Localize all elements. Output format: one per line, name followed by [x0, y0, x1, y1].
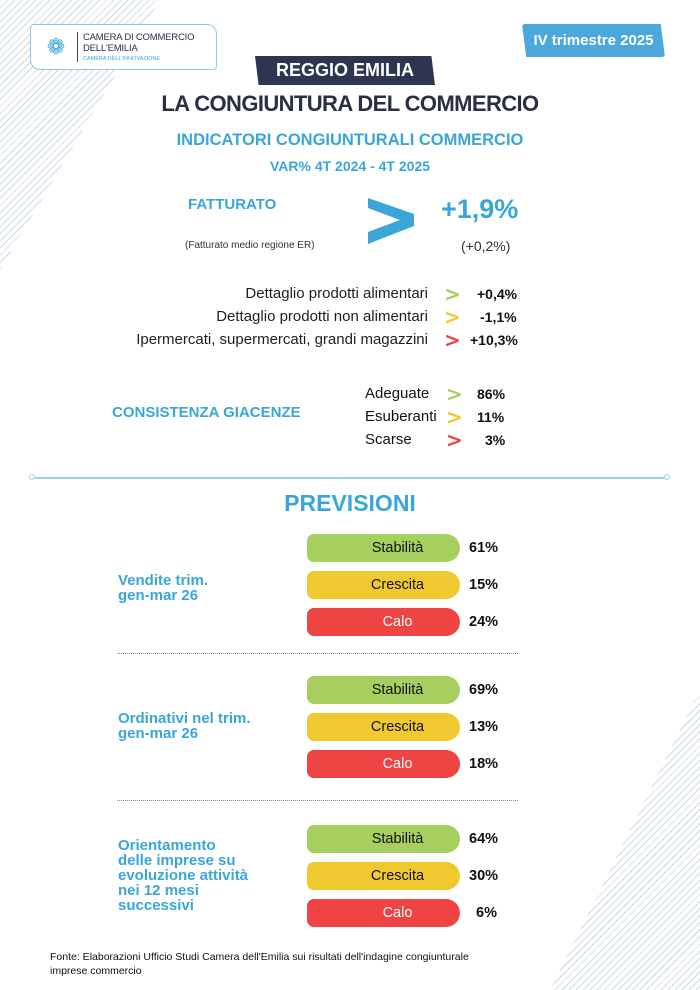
label-line: Orientamento: [118, 837, 216, 854]
bar-value: 69%: [469, 682, 499, 698]
previsioni-title: PREVISIONI: [284, 490, 416, 516]
bar-stabilita: Stabilità: [307, 825, 460, 853]
label-line: Vendite trim.: [118, 572, 209, 589]
bar-calo: Calo: [307, 899, 460, 927]
label-line: nei 12 mesi: [118, 882, 199, 899]
fatturato-label: FATTURATO: [188, 196, 277, 213]
bar-label: Calo: [382, 614, 413, 630]
fatturato-region-value: (+0,2%): [461, 238, 511, 254]
sector-value: +10,3%: [470, 332, 518, 348]
label-line: delle imprese su: [118, 852, 236, 869]
bar-label: Stabilità: [371, 540, 424, 556]
chevron-right-icon: >: [444, 328, 461, 352]
logo-divider: [77, 32, 78, 62]
sector-label: Dettaglio prodotti alimentari: [245, 285, 428, 302]
giacenze-label: CONSISTENZA GIACENZE: [112, 404, 301, 421]
logo-line1: CAMERA DI COMMERCIO: [83, 32, 195, 43]
bar-stabilita: Stabilità: [307, 534, 460, 562]
divider-end-dot: [29, 474, 35, 480]
bar-calo: Calo: [307, 750, 460, 778]
region-banner: REGGIO EMILIA: [255, 56, 435, 85]
label-line: gen-mar 26: [118, 587, 199, 604]
bar-value: 30%: [469, 868, 499, 884]
label-line: Ordinativi nel trim.: [118, 710, 251, 727]
label-line: evoluzione attività: [118, 867, 249, 884]
subtitle: INDICATORI CONGIUNTURALI COMMERCIO: [176, 131, 524, 149]
forecast-group-label: Orientamento delle imprese su evoluzione…: [118, 838, 248, 913]
group-divider: [117, 800, 518, 801]
bar-value: 24%: [469, 614, 499, 630]
sector-label: Ipermercati, supermercati, grandi magazz…: [136, 331, 428, 348]
bar-label: Crescita: [370, 719, 425, 735]
camera-logo-icon: ❁: [46, 34, 66, 59]
bar-value: 15%: [469, 577, 499, 593]
giacenze-item-value: 3%: [485, 432, 506, 448]
giacenze-item-label: Scarse: [365, 431, 412, 448]
section-divider: [32, 477, 668, 479]
decorative-hatch-bottom-right: [550, 690, 700, 990]
chevron-right-icon: >: [446, 428, 463, 452]
forecast-group-label: Vendite trim. gen-mar 26: [118, 573, 208, 603]
logo-line2: DELL'EMILIA: [83, 43, 138, 54]
bar-label: Calo: [382, 905, 413, 921]
variation-period: VAR% 4T 2024 - 4T 2025: [269, 158, 431, 174]
fatturato-region-note: (Fatturato medio regione ER): [185, 240, 315, 251]
fatturato-value: +1,9%: [441, 194, 519, 224]
source-line: Fonte: Elaborazioni Ufficio Studi Camera…: [50, 951, 469, 963]
bar-stabilita: Stabilità: [307, 676, 460, 704]
bar-label: Crescita: [370, 868, 425, 884]
giacenze-item-label: Adeguate: [365, 385, 430, 402]
chevron-right-icon: [368, 198, 414, 244]
bar-label: Calo: [382, 756, 413, 772]
bar-label: Crescita: [370, 577, 425, 593]
chevron-right-icon: >: [446, 405, 463, 429]
sector-value: +0,4%: [477, 286, 518, 302]
bar-crescita: Crescita: [307, 713, 460, 741]
forecast-group-label: Ordinativi nel trim. gen-mar 26: [118, 711, 251, 741]
sector-value: -1,1%: [480, 309, 517, 325]
label-line: gen-mar 26: [118, 725, 199, 742]
bar-value: 6%: [476, 905, 497, 921]
chevron-right-icon: >: [444, 282, 461, 306]
sector-label: Dettaglio prodotti non alimentari: [216, 308, 428, 325]
giacenze-item-label: Esuberanti: [365, 408, 437, 425]
logo-tagline: CAMERA DELL'INNOVAZIONE: [83, 56, 161, 62]
page-title: LA CONGIUNTURA DEL COMMERCIO: [161, 91, 539, 116]
label-line: successivi: [118, 897, 194, 914]
giacenze-item-value: 11%: [477, 409, 505, 425]
divider-end-dot: [664, 474, 670, 480]
bar-crescita: Crescita: [307, 862, 460, 890]
bar-value: 18%: [469, 756, 499, 772]
bar-value: 64%: [469, 831, 499, 847]
chevron-right-icon: >: [444, 305, 461, 329]
bar-value: 61%: [469, 540, 499, 556]
bar-label: Stabilità: [371, 682, 424, 698]
period-badge: IV trimestre 2025: [522, 24, 665, 57]
logo: ❁ CAMERA DI COMMERCIO DELL'EMILIA CAMERA…: [30, 24, 217, 70]
bar-calo: Calo: [307, 608, 460, 636]
bar-label: Stabilità: [371, 831, 424, 847]
source-note: Fonte: Elaborazioni Ufficio Studi Camera…: [50, 950, 570, 978]
bar-crescita: Crescita: [307, 571, 460, 599]
group-divider: [117, 653, 518, 654]
giacenze-item-value: 86%: [477, 386, 506, 402]
chevron-right-icon: >: [446, 382, 463, 406]
source-line: imprese commercio: [50, 965, 142, 977]
bar-value: 13%: [469, 719, 499, 735]
